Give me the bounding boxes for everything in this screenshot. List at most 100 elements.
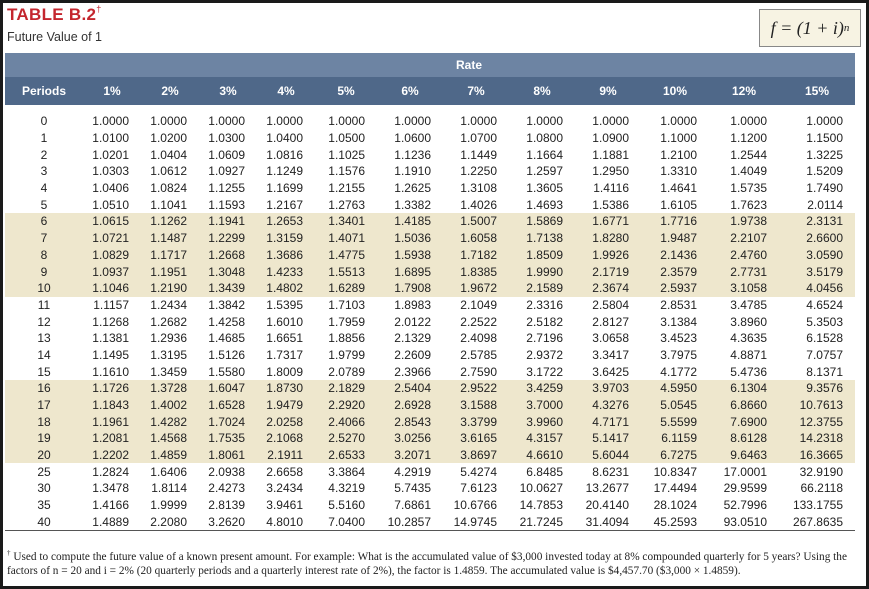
factor-cell: 1.2167 [266, 197, 303, 212]
factor-cell: 2.5937 [641, 279, 709, 297]
factor-cell: 21.7245 [509, 513, 575, 532]
period-cell: 14 [37, 347, 51, 362]
factor-cell: 2.4098 [460, 331, 497, 346]
factor-cell: 1.4859 [141, 446, 199, 464]
factor-cell: 2.5270 [315, 430, 377, 447]
factor-cell: 2.3316 [526, 297, 563, 312]
period-cell: 9 [5, 263, 83, 280]
factor-cell: 1.7535 [199, 430, 257, 447]
factor-cell: 2.2107 [709, 229, 779, 247]
factor-cell: 2.6533 [315, 446, 377, 464]
factor-cell: 3.3417 [592, 347, 629, 362]
factor-cell: 1.6771 [575, 213, 641, 230]
factor-cell: 1.0000 [592, 114, 629, 129]
factor-cell: 1.8061 [199, 446, 257, 464]
factor-cell: 1.0000 [730, 114, 767, 129]
factor-cell: 1.1381 [92, 331, 129, 346]
factor-cell: 2.4760 [709, 246, 779, 264]
factor-cell: 1.2625 [394, 181, 431, 196]
factor-cell: 2.6928 [377, 396, 443, 414]
factor-cell: 1.0824 [150, 181, 187, 196]
factor-cell: 2.6600 [779, 229, 855, 247]
factor-cell: 1.1610 [92, 364, 129, 379]
factor-cell: 5.0545 [641, 396, 709, 414]
factor-cell: 1.1576 [328, 164, 365, 179]
factor-cell: 6.1528 [806, 331, 843, 346]
factor-cell: 13.2677 [585, 481, 629, 496]
factor-cell: 4.8871 [730, 347, 767, 362]
table-row: 5 1.0510 1.1041 1.1593 1.2167 1.2763 1.3382 1.4… [5, 196, 855, 213]
factor-cell: 3.8960 [730, 314, 767, 329]
factor-cell: 1.9999 [150, 498, 187, 513]
table-row: 0 1.0000 1.0000 1.0000 1.0000 1.0000 1.0000 1.0… [5, 113, 855, 130]
factor-cell: 1.2100 [660, 147, 697, 162]
factor-cell: 1.1236 [394, 147, 431, 162]
factor-cell: 5.5599 [641, 413, 709, 431]
factor-cell: 1.0000 [92, 114, 129, 129]
table-row: 7 1.0721 1.1487 1.2299 1.3159 1.4071 1.5036 1.6… [5, 229, 855, 247]
factor-cell: 1.3310 [660, 164, 697, 179]
column-header: 7% [443, 77, 509, 105]
factor-cell: 2.2609 [394, 347, 431, 362]
factor-cell: 1.7716 [641, 213, 709, 230]
factor-cell: 1.6058 [443, 229, 509, 247]
factor-cell: 1.2434 [150, 297, 187, 312]
factor-cell: 1.8385 [443, 263, 509, 280]
factor-cell: 1.9487 [641, 229, 709, 247]
period-cell: 6 [5, 213, 83, 230]
factor-cell: 1.0937 [83, 263, 141, 280]
factor-cell: 1.4233 [257, 263, 315, 280]
factor-cell: 32.9190 [799, 464, 843, 479]
column-header-row: Periods 1% 2% 3% 4% 5% 6% 7% 8% 9% 10% 12% 15% [5, 77, 855, 105]
factor-cell: 1.8856 [328, 331, 365, 346]
factor-cell: 1.5580 [208, 364, 245, 379]
factor-cell: 1.0000 [208, 114, 245, 129]
factor-cell: 1.2299 [199, 229, 257, 247]
factor-cell: 2.5182 [526, 314, 563, 329]
factor-cell: 1.3048 [199, 263, 257, 280]
factor-cell: 29.9599 [723, 481, 767, 496]
period-cell: 35 [37, 498, 51, 513]
factor-cell: 3.0256 [377, 430, 443, 447]
factor-cell: 1.2682 [150, 314, 187, 329]
factor-cell: 1.3159 [257, 229, 315, 247]
factor-cell: 1.1249 [266, 164, 303, 179]
factor-cell: 1.0200 [150, 131, 187, 146]
factor-cell: 2.1436 [641, 246, 709, 264]
factor-cell: 1.1000 [660, 131, 697, 146]
factor-cell: 1.9672 [443, 279, 509, 297]
period-cell: 17 [5, 396, 83, 414]
factor-cell: 1.1200 [730, 131, 767, 146]
factor-cell: 1.2155 [328, 181, 365, 196]
factor-cell: 4.8010 [257, 513, 315, 532]
period-cell: 25 [37, 464, 51, 479]
factor-cell: 1.4568 [141, 430, 199, 447]
factor-cell: 2.0114 [807, 197, 843, 212]
factor-cell: 1.2653 [257, 213, 315, 230]
table-row: 9 1.0937 1.1951 1.3048 1.4233 1.5513 1.6895 1.8… [5, 263, 855, 280]
factor-cell: 6.1159 [641, 430, 709, 447]
factor-cell: 5.1417 [575, 430, 641, 447]
factor-cell: 1.2668 [199, 246, 257, 264]
factor-cell: 2.0258 [257, 413, 315, 431]
factor-cell: 1.2824 [92, 464, 129, 479]
column-header: Periods [5, 77, 83, 105]
factor-cell: 1.4693 [526, 197, 563, 212]
factor-cell: 1.7182 [443, 246, 509, 264]
factor-cell: 10.7613 [779, 396, 855, 414]
column-header: 4% [257, 77, 315, 105]
factor-cell: 1.0700 [460, 131, 497, 146]
factor-cell: 3.0590 [779, 246, 855, 264]
factor-cell: 7.0400 [315, 513, 377, 532]
factor-cell: 1.0721 [83, 229, 141, 247]
factor-cell: 1.8280 [575, 229, 641, 247]
factor-cell: 1.0829 [83, 246, 141, 264]
factor-cell: 1.5735 [730, 181, 767, 196]
factor-cell: 5.5160 [328, 498, 365, 513]
table-row: 4 1.0406 1.0824 1.1255 1.1699 1.2155 1.2625 1.3… [5, 180, 855, 197]
factor-cell: 1.1025 [328, 147, 365, 162]
factor-cell: 1.4775 [315, 246, 377, 264]
factor-cell: 1.4185 [377, 213, 443, 230]
factor-cell: 1.7138 [509, 229, 575, 247]
factor-cell: 4.3219 [328, 481, 365, 496]
